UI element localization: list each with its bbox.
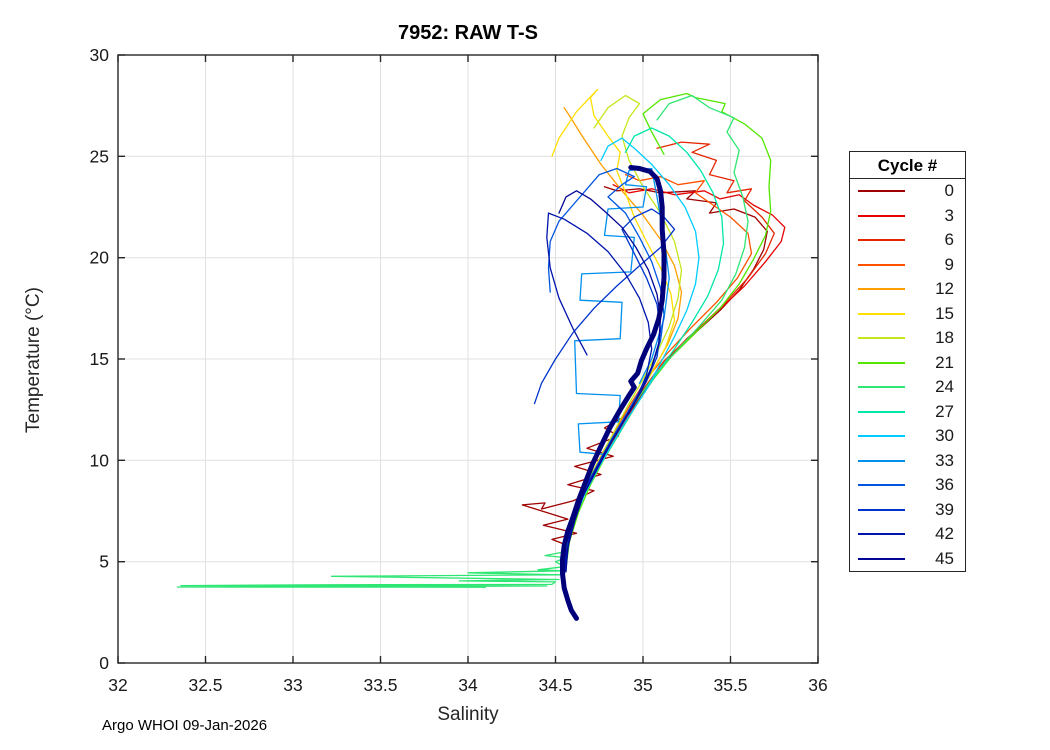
- profile-line-cycle-21: [565, 92, 772, 569]
- legend-line-sample: [858, 214, 905, 217]
- legend-item: 18: [850, 326, 965, 351]
- series-lines: [176, 88, 786, 621]
- legend-line-sample: [858, 190, 905, 193]
- legend-item-label: 15: [935, 303, 954, 323]
- profile-line-cycle-18: [565, 94, 683, 563]
- legend-line-sample: [858, 263, 905, 266]
- y-tick-label: 30: [90, 45, 110, 65]
- profile-line-cycle-latest-cycle-highlight: [560, 165, 667, 621]
- x-tick-label: 34.5: [538, 675, 572, 695]
- x-tick-label: 34: [458, 675, 478, 695]
- legend-line-sample: [858, 312, 905, 315]
- legend-box: Cycle # 0 3 6 9 12 15 18 21 24 27 30 33 36 39 42 45: [849, 151, 966, 572]
- legend-line-sample: [858, 386, 905, 389]
- legend-item-label: 39: [935, 499, 954, 519]
- legend-item: 9: [850, 253, 965, 278]
- legend-item-label: 12: [935, 279, 954, 299]
- legend-item: 6: [850, 228, 965, 253]
- x-tick-label: 32: [108, 675, 127, 695]
- profile-line-cycle-33: [565, 167, 670, 561]
- legend-item-label: 45: [935, 548, 954, 568]
- legend-line-sample: [858, 533, 905, 536]
- legend-item-label: 27: [935, 401, 954, 421]
- legend-item-label: 18: [935, 328, 954, 348]
- legend-line-sample: [858, 557, 905, 560]
- legend-item: 30: [850, 424, 965, 449]
- y-tick-label: 0: [99, 653, 109, 673]
- legend-items: 0 3 6 9 12 15 18 21 24 27 30 33 36 39 42 45: [850, 179, 965, 571]
- x-tick-label: 33.5: [363, 675, 397, 695]
- legend-item: 36: [850, 473, 965, 498]
- profile-line-cycle-30: [565, 137, 700, 571]
- legend-item-label: 0: [944, 181, 954, 201]
- attribution-text: Argo WHOI 09-Jan-2026: [102, 717, 268, 734]
- y-tick-label: 20: [90, 248, 110, 268]
- y-tick-label: 10: [90, 450, 110, 470]
- legend-item: 39: [850, 498, 965, 523]
- legend-line-sample: [858, 288, 905, 291]
- legend-item: 15: [850, 302, 965, 327]
- legend-line-sample: [858, 239, 905, 242]
- legend-item: 3: [850, 204, 965, 229]
- y-tick-label: 15: [90, 349, 109, 369]
- legend-item: 45: [850, 547, 965, 572]
- legend-item: 24: [850, 375, 965, 400]
- x-tick-label: 35: [633, 675, 652, 695]
- legend-line-sample: [858, 459, 905, 462]
- profile-line-cycle-45: [558, 190, 662, 573]
- legend-item-label: 24: [935, 377, 954, 397]
- x-tick-label: 33: [283, 675, 302, 695]
- legend-line-sample: [858, 508, 905, 511]
- legend-line-sample: [858, 361, 905, 364]
- legend-line-sample: [858, 410, 905, 413]
- legend-item: 12: [850, 277, 965, 302]
- x-tick-label: 36: [808, 675, 827, 695]
- legend-item: 42: [850, 522, 965, 547]
- y-tick-label: 5: [99, 552, 109, 572]
- legend-item-label: 33: [935, 450, 954, 470]
- legend-item-label: 42: [935, 524, 954, 544]
- profile-line-cycle-0: [521, 186, 768, 559]
- legend-line-sample: [858, 435, 905, 438]
- y-tick-label: 25: [90, 146, 109, 166]
- legend-item-label: 30: [935, 426, 954, 446]
- legend-item-label: 6: [944, 230, 954, 250]
- legend-line-sample: [858, 484, 905, 487]
- x-axis-label: Salinity: [437, 704, 499, 725]
- legend-item-label: 9: [944, 254, 954, 274]
- legend-item-label: 21: [935, 352, 954, 372]
- legend-item-label: 36: [935, 475, 954, 495]
- x-tick-label: 32.5: [188, 675, 222, 695]
- legend-title: Cycle #: [850, 152, 965, 179]
- legend-item: 21: [850, 351, 965, 376]
- legend-item: 0: [850, 179, 965, 204]
- legend-item-label: 3: [944, 205, 954, 225]
- legend-item: 33: [850, 449, 965, 474]
- legend-line-sample: [858, 337, 905, 340]
- y-axis-label: Temperature (°C): [23, 287, 44, 433]
- chart-title: 7952: RAW T-S: [397, 22, 539, 44]
- x-tick-label: 35.5: [713, 675, 747, 695]
- legend-item: 27: [850, 400, 965, 425]
